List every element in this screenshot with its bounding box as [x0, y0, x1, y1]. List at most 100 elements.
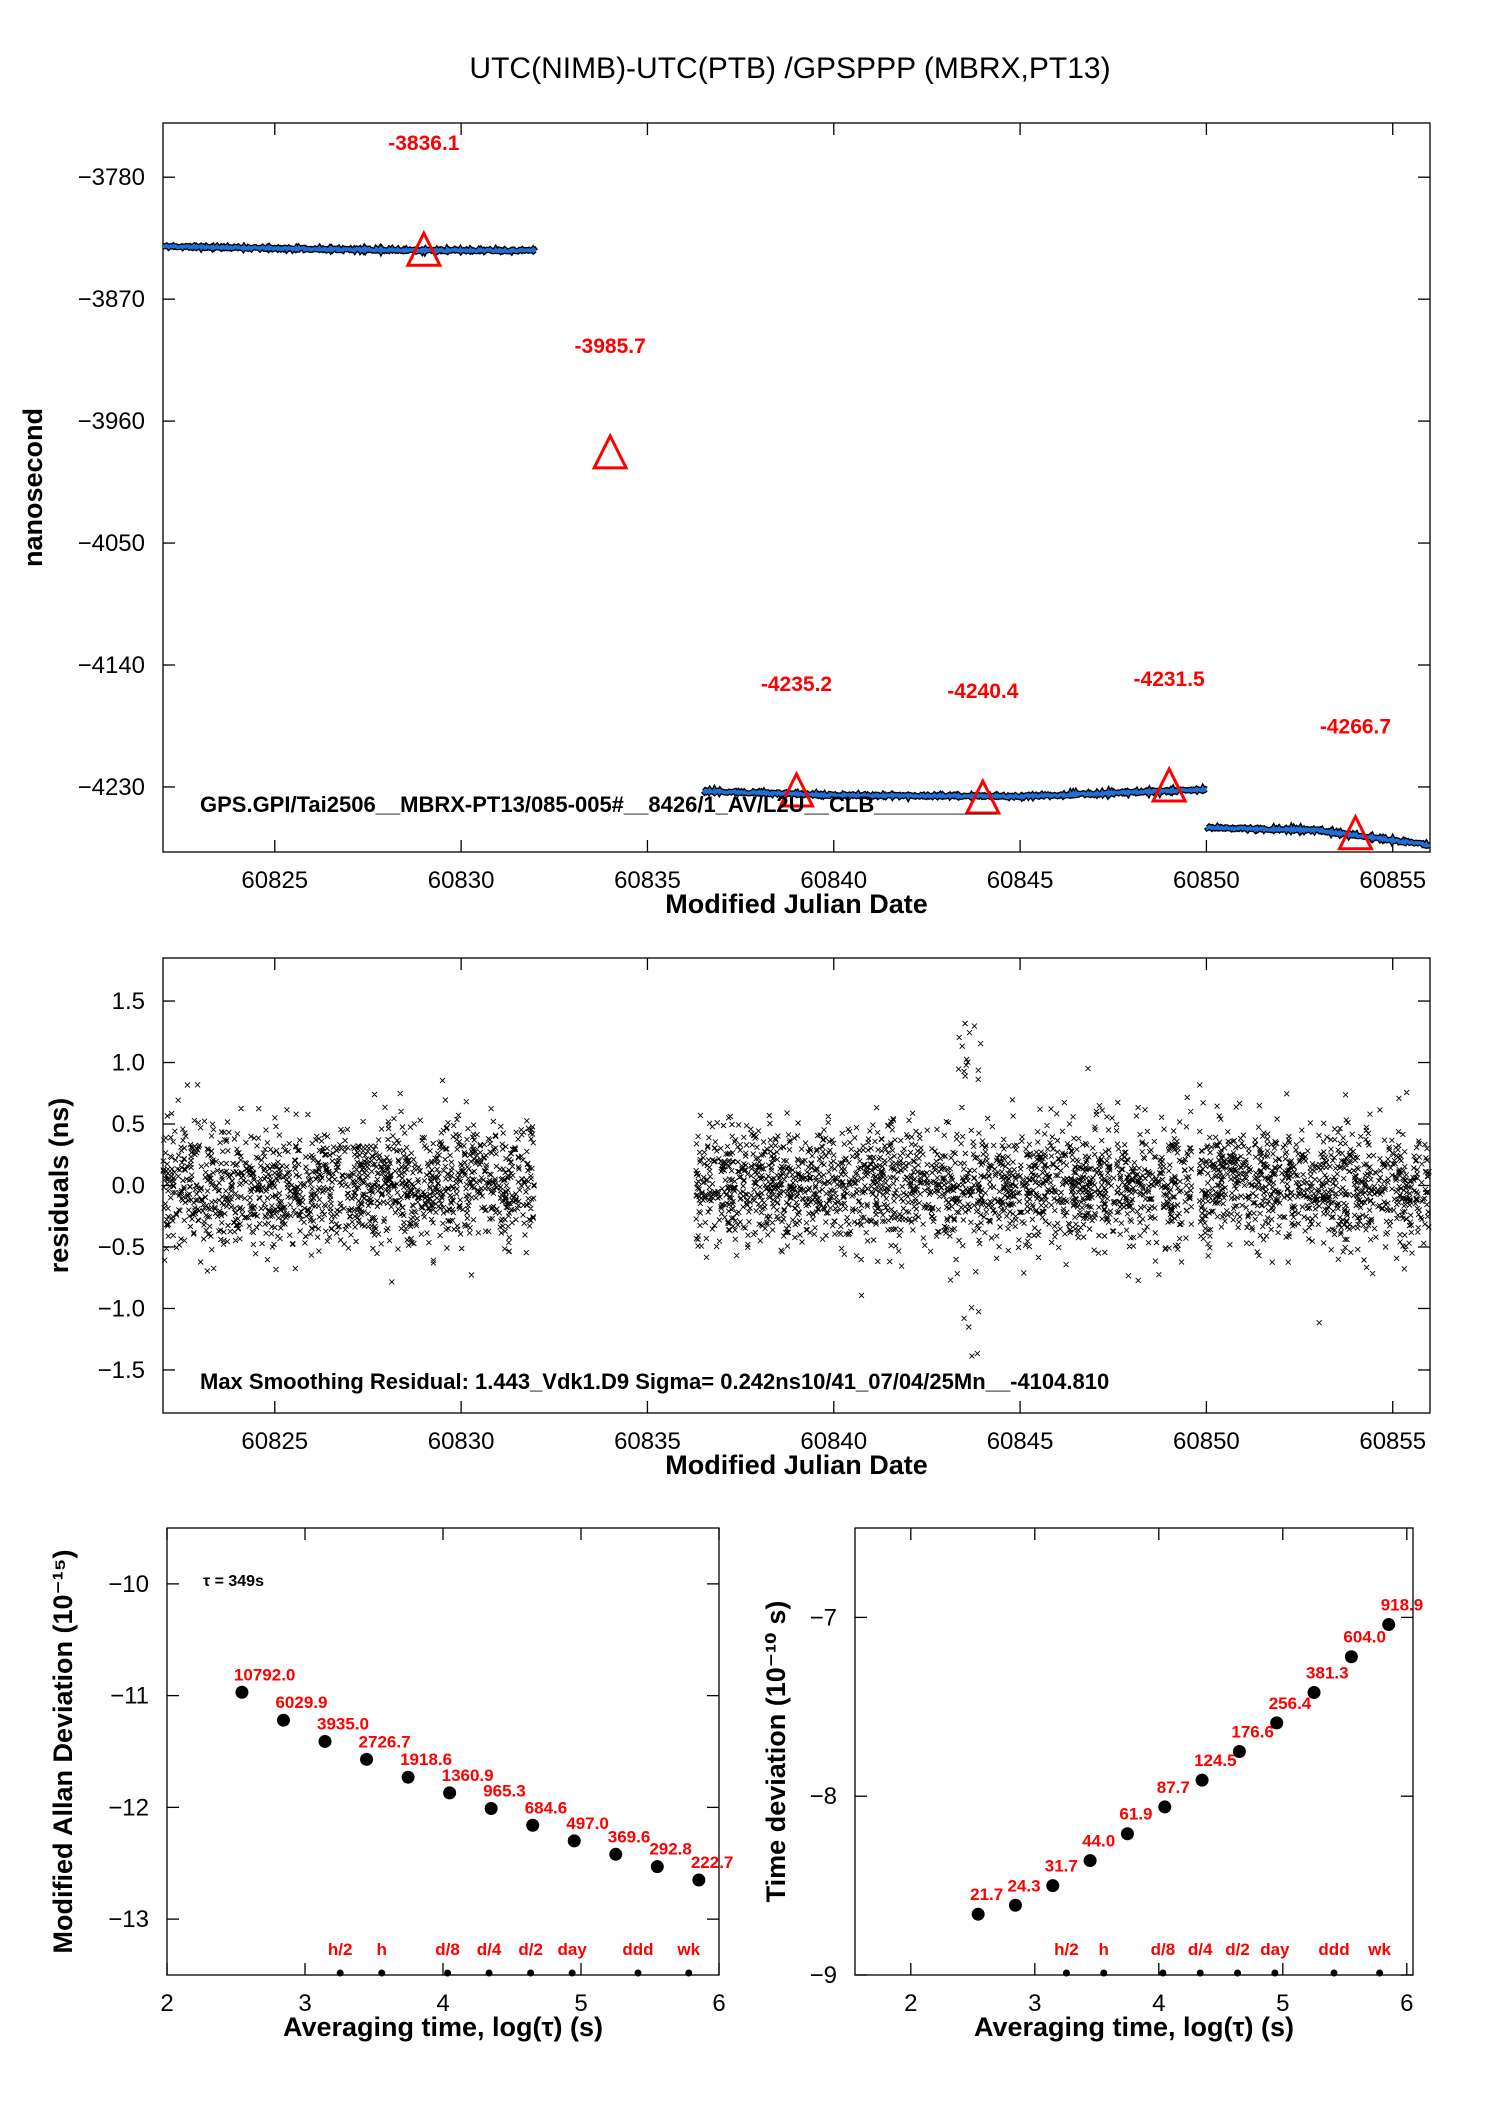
- marker-value-label: -4240.4: [947, 680, 1019, 703]
- tau-label: τ = 349s: [203, 1573, 264, 1590]
- deviation-value-label: 21.7: [970, 1885, 1003, 1904]
- deviation-point: [1008, 1898, 1022, 1912]
- period-mark: [527, 1969, 535, 1977]
- period-mark: [1196, 1969, 1204, 1977]
- marker-value-label: -3985.7: [575, 335, 646, 358]
- deviation-value-label: 497.0: [566, 1814, 609, 1833]
- y-tick-label: 1.5: [112, 988, 145, 1015]
- y-tick-label: −0.5: [98, 1234, 145, 1261]
- y-tick-label: −13: [108, 1906, 149, 1933]
- x-tick-label: 2: [160, 1990, 173, 2017]
- x-tick-label: 4: [436, 1990, 449, 2017]
- deviation-point: [484, 1801, 498, 1815]
- period-mark-label: h: [1099, 1940, 1109, 1959]
- x-axis-title: Averaging time, log(τ) (s): [974, 2012, 1294, 2042]
- x-tick-label: 60830: [428, 867, 495, 894]
- triangle-marker: [1150, 765, 1188, 803]
- triangle-marker: [778, 770, 815, 808]
- deviation-point: [1382, 1618, 1396, 1632]
- deviation-value-label: 176.6: [1231, 1723, 1274, 1742]
- y-tick-label: −3960: [78, 408, 145, 435]
- x-tick-label: 60845: [987, 1428, 1054, 1455]
- x-tick-label: 60830: [428, 1428, 495, 1455]
- x-tick-label: 60840: [800, 867, 867, 894]
- deviation-point: [1195, 1773, 1209, 1787]
- deviation-value-label: 31.7: [1045, 1857, 1078, 1876]
- period-mark: [568, 1969, 576, 1977]
- period-mark-label: wk: [1367, 1940, 1391, 1959]
- period-mark: [485, 1969, 493, 1977]
- deviation-point: [650, 1860, 664, 1874]
- time-deviation-panel: 2 3 4 5 6 −7 −8 −9 Averaging time, log(τ) (s) Tim…: [761, 1527, 1424, 2042]
- deviation-point: [526, 1818, 540, 1832]
- y-tick-label: −1.5: [98, 1357, 145, 1384]
- plot-frame: [854, 1527, 1414, 1976]
- deviation-value-label: 6029.9: [275, 1693, 327, 1712]
- top-panel: 60825 60830 60835 60840 60845 60850 60855 −3780…: [18, 122, 1431, 919]
- x-tick-label: 60825: [241, 867, 308, 894]
- y-tick-label: −9: [810, 1962, 837, 1989]
- triangle-marker: [1337, 813, 1374, 851]
- y-tick-label: −10: [108, 1571, 149, 1598]
- x-tick-label: 3: [298, 1990, 311, 2017]
- period-mark: [378, 1969, 386, 1977]
- y-axis-title: Modified Allan Deviation (10⁻¹⁵): [48, 1550, 78, 1954]
- x-tick-label: 6: [712, 1990, 725, 2017]
- allan-deviation-panel: 2 3 4 5 6 −10 −11 −12 −13 Averaging time, log(τ) …: [48, 1527, 733, 2042]
- residual-points: [160, 1020, 1432, 1359]
- deviation-point: [1120, 1827, 1134, 1841]
- period-mark: [1330, 1969, 1338, 1977]
- y-tick-label: −11: [110, 1683, 149, 1710]
- period-mark-label: d/8: [1151, 1940, 1176, 1959]
- y-tick-label: −4050: [78, 530, 145, 557]
- deviation-point: [971, 1907, 985, 1921]
- period-mark: [336, 1969, 344, 1977]
- deviation-value-label: 1918.6: [400, 1750, 452, 1769]
- marker-value-label: -4235.2: [761, 673, 832, 696]
- period-mark: [634, 1969, 642, 1977]
- deviation-point: [360, 1752, 374, 1766]
- y-axis-title: Time deviation (10⁻¹⁰ s): [761, 1601, 791, 1903]
- x-axis-title: Modified Julian Date: [665, 1450, 928, 1480]
- chart-title: UTC(NIMB)-UTC(PTB) /GPSPPP (MBRX,PT13): [469, 52, 1110, 85]
- deviation-point: [401, 1770, 415, 1784]
- deviation-point: [609, 1847, 623, 1861]
- period-mark-label: d/4: [477, 1940, 502, 1959]
- deviation-point: [1270, 1716, 1284, 1730]
- x-tick-label: 60845: [987, 867, 1054, 894]
- x-tick-label: 4: [1152, 1990, 1165, 2017]
- deviation-value-label: 381.3: [1306, 1663, 1349, 1682]
- period-mark-label: d/2: [1225, 1940, 1250, 1959]
- deviation-value-label: 604.0: [1343, 1628, 1386, 1647]
- x-axis-title: Averaging time, log(τ) (s): [283, 2012, 603, 2042]
- period-mark: [685, 1969, 693, 1977]
- deviation-value-label: 918.9: [1381, 1596, 1424, 1615]
- residuals-panel: 60825 60830 60835 60840 60845 60850 60855 1.5 1.…: [44, 957, 1432, 1480]
- x-tick-label: 60840: [800, 1428, 867, 1455]
- deviation-point: [1232, 1745, 1246, 1758]
- x-tick-label: 60835: [614, 867, 681, 894]
- y-tick-label: 0.5: [112, 1111, 145, 1138]
- deviation-value-label: 44.0: [1082, 1832, 1115, 1851]
- marker-value-label: -4266.7: [1320, 716, 1391, 739]
- deviation-point: [443, 1786, 457, 1800]
- deviation-value-label: 24.3: [1007, 1876, 1040, 1895]
- deviation-value-label: 369.6: [608, 1827, 651, 1846]
- period-mark: [1062, 1969, 1070, 1977]
- deviation-value-label: 61.9: [1119, 1805, 1152, 1824]
- triangle-marker: [405, 229, 443, 267]
- deviation-point: [1344, 1650, 1358, 1664]
- deviation-value-label: 684.6: [525, 1798, 568, 1817]
- x-tick-label: 5: [574, 1990, 587, 2017]
- y-tick-label: 1.0: [112, 1050, 145, 1077]
- period-mark: [1234, 1969, 1242, 1977]
- annotation-text: GPS.GPI/Tai2506__MBRX-PT13/085-005#__842…: [200, 792, 997, 817]
- x-tick-label: 60825: [241, 1428, 308, 1455]
- y-tick-label: 0.0: [112, 1173, 145, 1200]
- period-mark-label: day: [1260, 1940, 1290, 1959]
- deviation-value-label: 124.5: [1194, 1751, 1237, 1770]
- deviation-point: [235, 1685, 249, 1699]
- y-axis-title: residuals (ns): [44, 1098, 74, 1274]
- period-mark: [1271, 1969, 1279, 1977]
- deviation-point: [1083, 1854, 1097, 1868]
